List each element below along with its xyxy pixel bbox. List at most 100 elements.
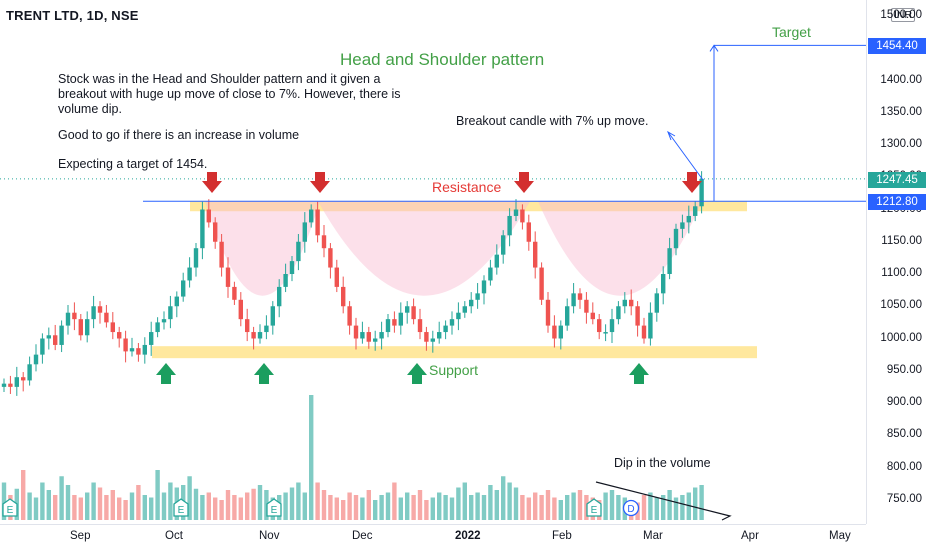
volume-bar (462, 482, 467, 520)
volume-bar (142, 495, 147, 520)
volume-bar (641, 495, 647, 520)
volume-bar (545, 490, 551, 520)
candle-body (417, 319, 423, 333)
pattern-bowl (318, 201, 530, 296)
currency-label[interactable]: INR (891, 8, 916, 22)
xtick-dec: Dec (352, 530, 373, 542)
candle-body (609, 319, 615, 333)
candle-body (398, 312, 403, 326)
candle-body (443, 325, 448, 333)
candle-body (475, 293, 480, 300)
volume-bar (110, 490, 115, 520)
volume-bar (85, 492, 90, 520)
xtick-mar: Mar (643, 530, 663, 542)
volume-bar (232, 495, 237, 520)
volume-bar (206, 492, 211, 520)
candle-body (449, 319, 455, 326)
price-tick: 1350.00 (880, 105, 922, 118)
volume-bar (686, 492, 691, 520)
volume-bar (488, 485, 493, 520)
xtick-oct: Oct (165, 530, 183, 542)
volume-bar (417, 490, 423, 520)
price-tick: 1500.00 (880, 9, 922, 21)
price-tick: 1150.00 (881, 234, 922, 247)
volume-bar (571, 492, 576, 520)
candle-body (289, 261, 295, 274)
pattern-bowl (538, 201, 702, 296)
candle-body (59, 325, 64, 345)
volume-bar (245, 492, 250, 520)
candle-body (193, 248, 199, 268)
candle-body (558, 325, 563, 339)
resistance-down-arrow (310, 172, 330, 193)
candle-body (206, 209, 211, 223)
candle-body (65, 312, 71, 326)
volume-bar (97, 487, 103, 520)
candle-body (533, 241, 538, 268)
candle-body (91, 306, 96, 320)
volume-bar (424, 500, 429, 520)
volume-bar (251, 488, 256, 520)
volume-bar (385, 492, 391, 520)
candle-body (501, 235, 506, 255)
volume-bar (187, 476, 192, 520)
candle-body (53, 335, 58, 345)
volume-bar (53, 495, 58, 520)
candle-body (513, 209, 519, 216)
candle-body (539, 267, 544, 300)
volume-bar (654, 497, 659, 520)
price-tick: 750.00 (886, 492, 922, 505)
candle-body (142, 344, 147, 355)
xtick-nov: Nov (259, 530, 280, 542)
candle-body (520, 209, 525, 223)
candle-body (149, 332, 154, 345)
price-axis[interactable] (866, 0, 932, 524)
candle-body (136, 348, 141, 355)
candle-body (129, 348, 135, 352)
candle-body (225, 267, 231, 287)
volume-bar (117, 497, 122, 520)
candle-body (283, 274, 288, 287)
volume-bar (565, 495, 570, 520)
support-up-arrow (156, 363, 176, 384)
candle-body (168, 306, 173, 320)
xtick-2022: 2022 (455, 530, 481, 542)
candle-body (680, 222, 685, 229)
candle-body (379, 332, 384, 339)
volume-bar (693, 487, 698, 520)
volume-bar (469, 495, 474, 520)
earnings-marker-label: E (178, 505, 185, 516)
price-tick: 1300.00 (880, 138, 922, 150)
candle-body (328, 248, 333, 268)
earnings-marker-label: E (7, 505, 14, 516)
volume-bar (430, 497, 435, 520)
candle-body (424, 332, 429, 342)
plot-area[interactable] (0, 0, 866, 524)
volume-bar (494, 490, 499, 520)
candle-body (456, 312, 461, 320)
candle-body (117, 332, 122, 339)
resistance-band (190, 201, 747, 212)
candle-body (667, 248, 672, 274)
candle-body (437, 332, 442, 339)
candle-body (85, 319, 90, 336)
candle-body (174, 296, 179, 307)
volume-note: Good to go if there is an increase in vo… (58, 128, 300, 142)
volume-bar (161, 492, 167, 520)
candle-body (245, 319, 250, 333)
volume-bar (168, 482, 173, 520)
candle-body (8, 383, 13, 387)
candle-body (411, 306, 416, 320)
earnings-marker (586, 498, 602, 517)
time-axis[interactable] (0, 524, 866, 551)
volume-bar (91, 482, 96, 520)
xtick-sep: Sep (70, 530, 91, 542)
breakout-pointer (667, 131, 704, 181)
volume-bar (533, 492, 538, 520)
candle-body (161, 319, 167, 323)
volume-bar (193, 488, 199, 520)
earnings-marker (266, 498, 282, 517)
earnings-marker (173, 498, 189, 517)
candle-body (40, 338, 45, 355)
